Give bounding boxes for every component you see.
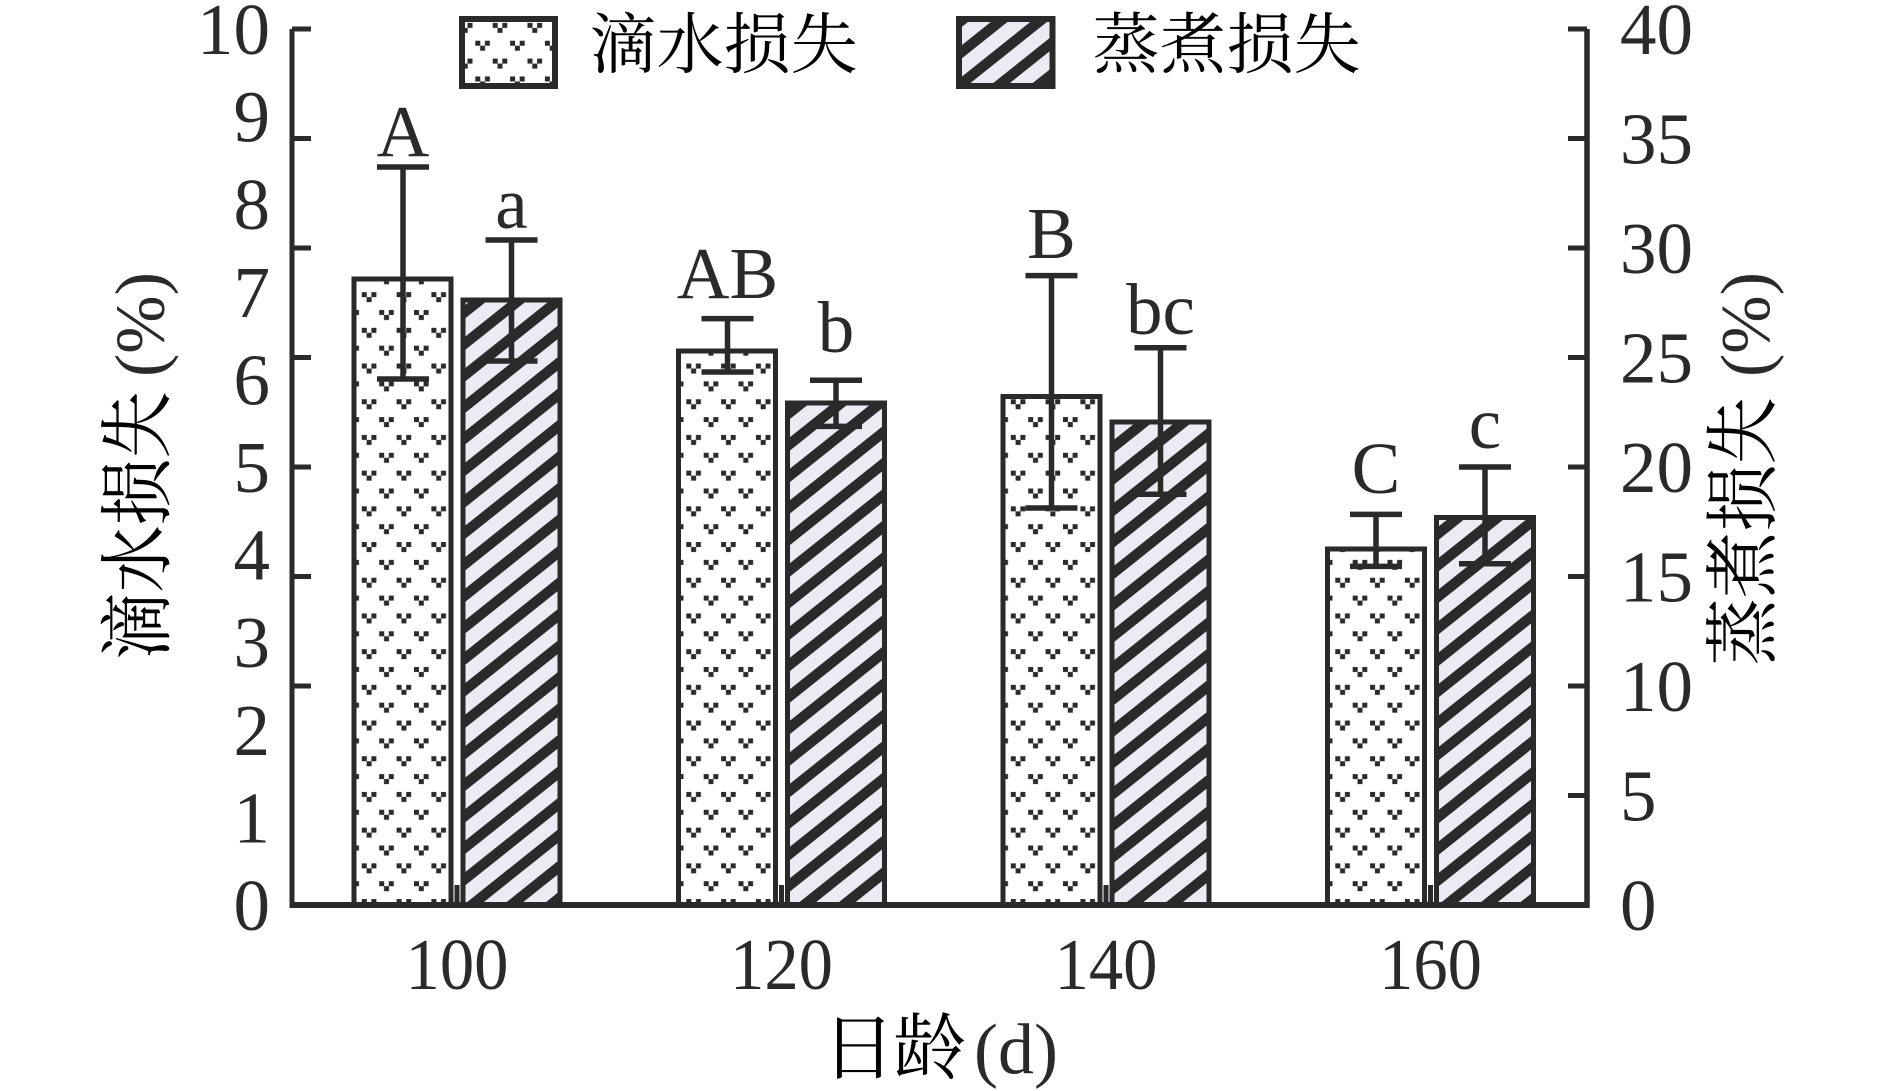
svg-text:30: 30 bbox=[1620, 208, 1693, 289]
svg-text:5: 5 bbox=[1620, 756, 1657, 837]
svg-text:25: 25 bbox=[1620, 318, 1693, 399]
svg-text:AB: AB bbox=[677, 233, 778, 314]
svg-text:0: 0 bbox=[234, 865, 271, 946]
svg-text:0: 0 bbox=[1620, 865, 1657, 946]
svg-text:b: b bbox=[818, 287, 855, 368]
svg-text:100: 100 bbox=[406, 924, 509, 1005]
svg-text:140: 140 bbox=[1055, 924, 1158, 1005]
svg-text:(d): (d) bbox=[974, 1010, 1058, 1090]
svg-text:35: 35 bbox=[1620, 99, 1693, 180]
svg-text:3: 3 bbox=[234, 602, 271, 683]
svg-text:10: 10 bbox=[197, 0, 270, 70]
svg-text:20: 20 bbox=[1620, 427, 1693, 508]
svg-text:2: 2 bbox=[234, 690, 271, 771]
svg-text:(%): (%) bbox=[103, 272, 180, 377]
svg-text:1: 1 bbox=[234, 777, 271, 858]
svg-text:C: C bbox=[1352, 428, 1401, 509]
svg-text:120: 120 bbox=[730, 924, 833, 1005]
svg-text:15: 15 bbox=[1620, 537, 1693, 618]
svg-text:bc: bc bbox=[1126, 269, 1195, 350]
svg-text:7: 7 bbox=[234, 252, 271, 333]
svg-text:B: B bbox=[1027, 193, 1076, 274]
svg-text:9: 9 bbox=[234, 77, 271, 158]
svg-text:4: 4 bbox=[234, 515, 271, 596]
svg-text:40: 40 bbox=[1620, 0, 1693, 70]
svg-text:160: 160 bbox=[1379, 924, 1482, 1005]
svg-text:a: a bbox=[495, 163, 527, 244]
svg-text:6: 6 bbox=[234, 339, 271, 420]
svg-text:5: 5 bbox=[234, 427, 271, 508]
svg-text:(%): (%) bbox=[1708, 272, 1785, 377]
svg-text:A: A bbox=[377, 91, 430, 172]
svg-text:c: c bbox=[1469, 383, 1501, 464]
svg-text:10: 10 bbox=[1620, 646, 1693, 727]
svg-text:8: 8 bbox=[234, 164, 271, 245]
